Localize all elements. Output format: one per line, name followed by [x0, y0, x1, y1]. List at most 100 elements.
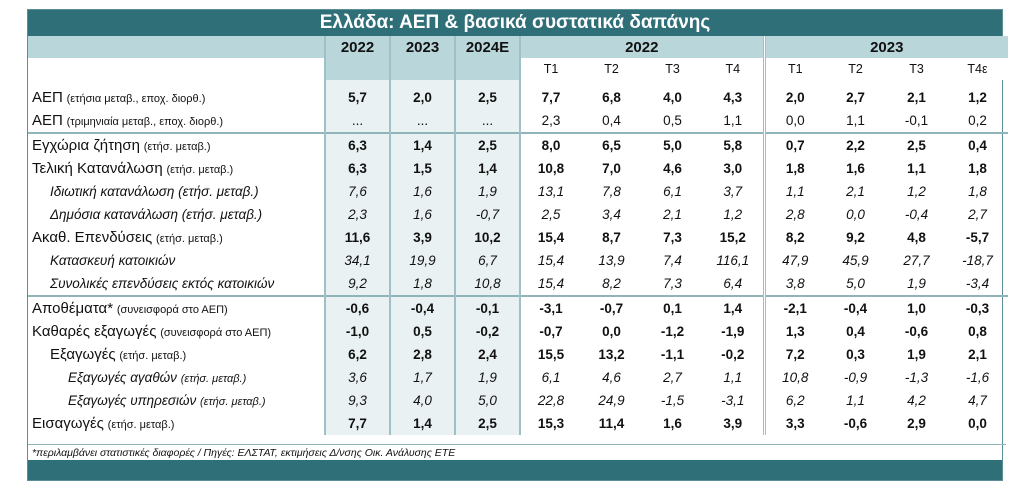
cell-value: 15,3	[519, 412, 581, 435]
cell-value: 1,8	[389, 272, 455, 296]
cell-value: 1,4	[389, 132, 455, 157]
cell-value: 1,6	[389, 203, 455, 226]
table-row: Ακαθ. Επενδύσεις (ετήσ. μεταβ.) 11,6 3,9 10…	[28, 226, 1008, 249]
row-unit: (ετήσ. μεταβ.)	[180, 373, 247, 385]
cell-value: 34,1	[324, 249, 390, 272]
table-row: Εξαγωγές αγαθών (ετήσ. μεταβ.) 3,6 1,7 1,9 6…	[28, 366, 1008, 389]
cell-value: 2,5	[454, 132, 520, 157]
cell-value: 4,3	[723, 90, 743, 105]
cell-value: 6,3	[324, 157, 390, 180]
row-label-text: Κατασκευή κατοικιών	[50, 253, 176, 268]
cell-value: 2,3	[519, 109, 581, 133]
year-header: 2024E	[454, 36, 520, 58]
row-label: Ιδιωτική κατανάλωση (ετήσ. μεταβ.)	[28, 180, 325, 203]
cell-value: -2,1	[762, 295, 825, 320]
cell-value: 13,9	[598, 253, 625, 268]
cell-value: 116,1	[716, 253, 750, 268]
group-header-2023: 2023	[762, 36, 1008, 58]
cell-value: 4,8	[907, 230, 926, 245]
quarter-header: T4ε	[947, 58, 1008, 80]
table-row: Δημόσια κατανάλωση (ετήσ. μεταβ.) 2,3 1,6 -…	[28, 203, 1008, 226]
cell-value: 2,5	[886, 132, 947, 157]
cell-value: 8,2	[602, 276, 621, 291]
cell-value: 1,4	[703, 295, 764, 320]
cell-value: 6,2	[324, 343, 390, 366]
cell-value: 7,6	[324, 180, 390, 203]
cell-value: 0,5	[389, 320, 455, 343]
table-row: Εξαγωγές (ετήσ. μεταβ.) 6,2 2,8 2,4 15,5 13,2…	[28, 343, 1008, 366]
cell-value: 7,7	[324, 412, 390, 435]
cell-value: 1,2	[907, 184, 926, 199]
table-title: Ελλάδα: ΑΕΠ & βασικά συστατικά δαπάνης	[28, 10, 1002, 36]
row-label: Εξαγωγές αγαθών (ετήσ. μεταβ.)	[28, 366, 325, 389]
cell-value: -1,9	[721, 324, 745, 339]
cell-value: 10,8	[519, 157, 581, 180]
year-header: 2023	[389, 36, 455, 58]
cell-value: 0,0	[762, 109, 825, 133]
cell-value: 24,9	[598, 393, 625, 408]
cell-value: 3,9	[389, 226, 455, 249]
cell-value: 1,4	[389, 412, 455, 435]
cell-value: 1,1	[846, 393, 865, 408]
cell-value: 0,3	[846, 347, 865, 362]
cell-value: 11,4	[598, 416, 625, 431]
quarter-header: T2	[581, 58, 642, 80]
row-unit: (ετήσ. μεταβ.)	[119, 350, 187, 362]
cell-value: 47,9	[762, 249, 825, 272]
cell-value: 0,0	[602, 324, 621, 339]
row-label-text: Αποθέματα*	[32, 300, 114, 317]
cell-value: 4,2	[907, 393, 926, 408]
cell-value: 1,9	[454, 180, 520, 203]
row-unit: (ετήσ. μεταβ.)	[200, 396, 266, 408]
cell-value: 15,2	[719, 230, 746, 245]
cell-value: -0,4	[904, 207, 929, 222]
row-unit: (τριμηνιαία μεταβ., εποχ. διορθ.)	[66, 116, 224, 128]
cell-value: 0,5	[663, 113, 682, 128]
cell-value: 0,4	[947, 132, 1008, 157]
cell-value: 2,4	[454, 343, 520, 366]
cell-value: 1,1	[723, 113, 743, 128]
cell-value: 6,8	[602, 90, 621, 105]
cell-value: ...	[454, 109, 520, 133]
row-label: Συνολικές επενδύσεις εκτός κατοικιών	[28, 272, 325, 296]
row-label-text: Εγχώρια ζήτηση	[32, 137, 140, 154]
table-row: Καθαρές εξαγωγές (συνεισφορά στο ΑΕΠ) -1,…	[28, 320, 1008, 343]
row-label-text: Συνολικές επενδύσεις εκτός κατοικιών	[50, 276, 275, 291]
cell-value: 0,7	[762, 132, 825, 157]
cell-value: 6,1	[519, 366, 581, 389]
cell-value: -0,3	[947, 295, 1008, 320]
cell-value: 2,0	[389, 86, 455, 109]
cell-value: 2,1	[663, 207, 682, 222]
table-row: Συνολικές επενδύσεις εκτός κατοικιών 9,2 1…	[28, 272, 1008, 296]
row-label-text: Εισαγωγές	[32, 415, 104, 432]
cell-value: 7,0	[602, 161, 621, 176]
cell-value: 10,8	[762, 366, 825, 389]
cell-value: 2,3	[324, 203, 390, 226]
cell-value: -0,1	[454, 295, 520, 320]
cell-value: 3,3	[762, 412, 825, 435]
cell-value: 10,8	[454, 272, 520, 296]
row-label: Δημόσια κατανάλωση (ετήσ. μεταβ.)	[28, 203, 325, 226]
cell-value: 10,2	[454, 226, 520, 249]
cell-value: 2,1	[907, 90, 926, 105]
cell-value: 2,7	[968, 207, 987, 222]
quarter-header: T3	[886, 58, 947, 80]
cell-value: 2,9	[907, 416, 926, 431]
cell-value: 5,8	[703, 132, 764, 157]
cell-value: -1,5	[660, 393, 685, 408]
cell-value: 2,7	[846, 90, 865, 105]
cell-value: 45,9	[842, 253, 869, 268]
cell-value: 3,7	[723, 184, 743, 199]
cell-value: 0,0	[968, 416, 987, 431]
row-label-text: Καθαρές εξαγωγές	[32, 323, 157, 340]
row-unit: (ετήσ. μεταβ.)	[143, 141, 211, 153]
cell-value: 7,3	[663, 230, 682, 245]
header-row-quarters: T1 T2 T3 T4 T1 T2 T3 T4ε	[28, 58, 1008, 80]
row-label: Κατασκευή κατοικιών	[28, 249, 325, 272]
cell-value: 5,0	[846, 276, 865, 291]
cell-value: 1,3	[762, 320, 825, 343]
table-row: Τελική Κατανάλωση (ετήσ. μεταβ.) 6,3 1,5 1,…	[28, 157, 1008, 180]
cell-value: 1,7	[389, 366, 455, 389]
cell-value: 1,4	[454, 157, 520, 180]
cell-value: 7,4	[663, 253, 682, 268]
